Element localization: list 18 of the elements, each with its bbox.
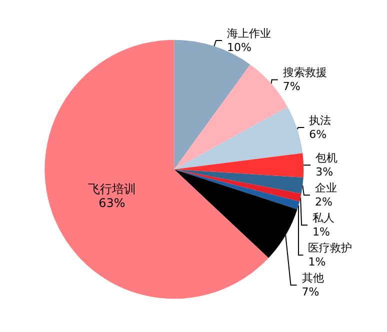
slice-label: 其他 [302, 272, 324, 285]
slice-label: 执法 [309, 114, 332, 127]
slice-label: 海上作业 [227, 26, 272, 40]
data-label: 2% [314, 196, 332, 209]
data-label: 1% [308, 256, 326, 269]
data-label: 3% [316, 166, 334, 179]
slice-label: 飞行培训 [88, 182, 136, 196]
data-label: 10% [227, 40, 252, 54]
slice-label: 医疗救护 [308, 242, 352, 255]
data-label: 7% [302, 286, 320, 299]
data-label: 63% [98, 196, 126, 210]
slice-label: 私人 [312, 212, 335, 225]
data-label: 6% [309, 128, 327, 141]
data-label: 1% [312, 226, 330, 239]
slice-label: 搜索救援 [282, 66, 327, 80]
slice-label: 企业 [314, 182, 337, 195]
slice-label: 包机 [316, 152, 338, 165]
data-label: 7% [282, 80, 300, 94]
